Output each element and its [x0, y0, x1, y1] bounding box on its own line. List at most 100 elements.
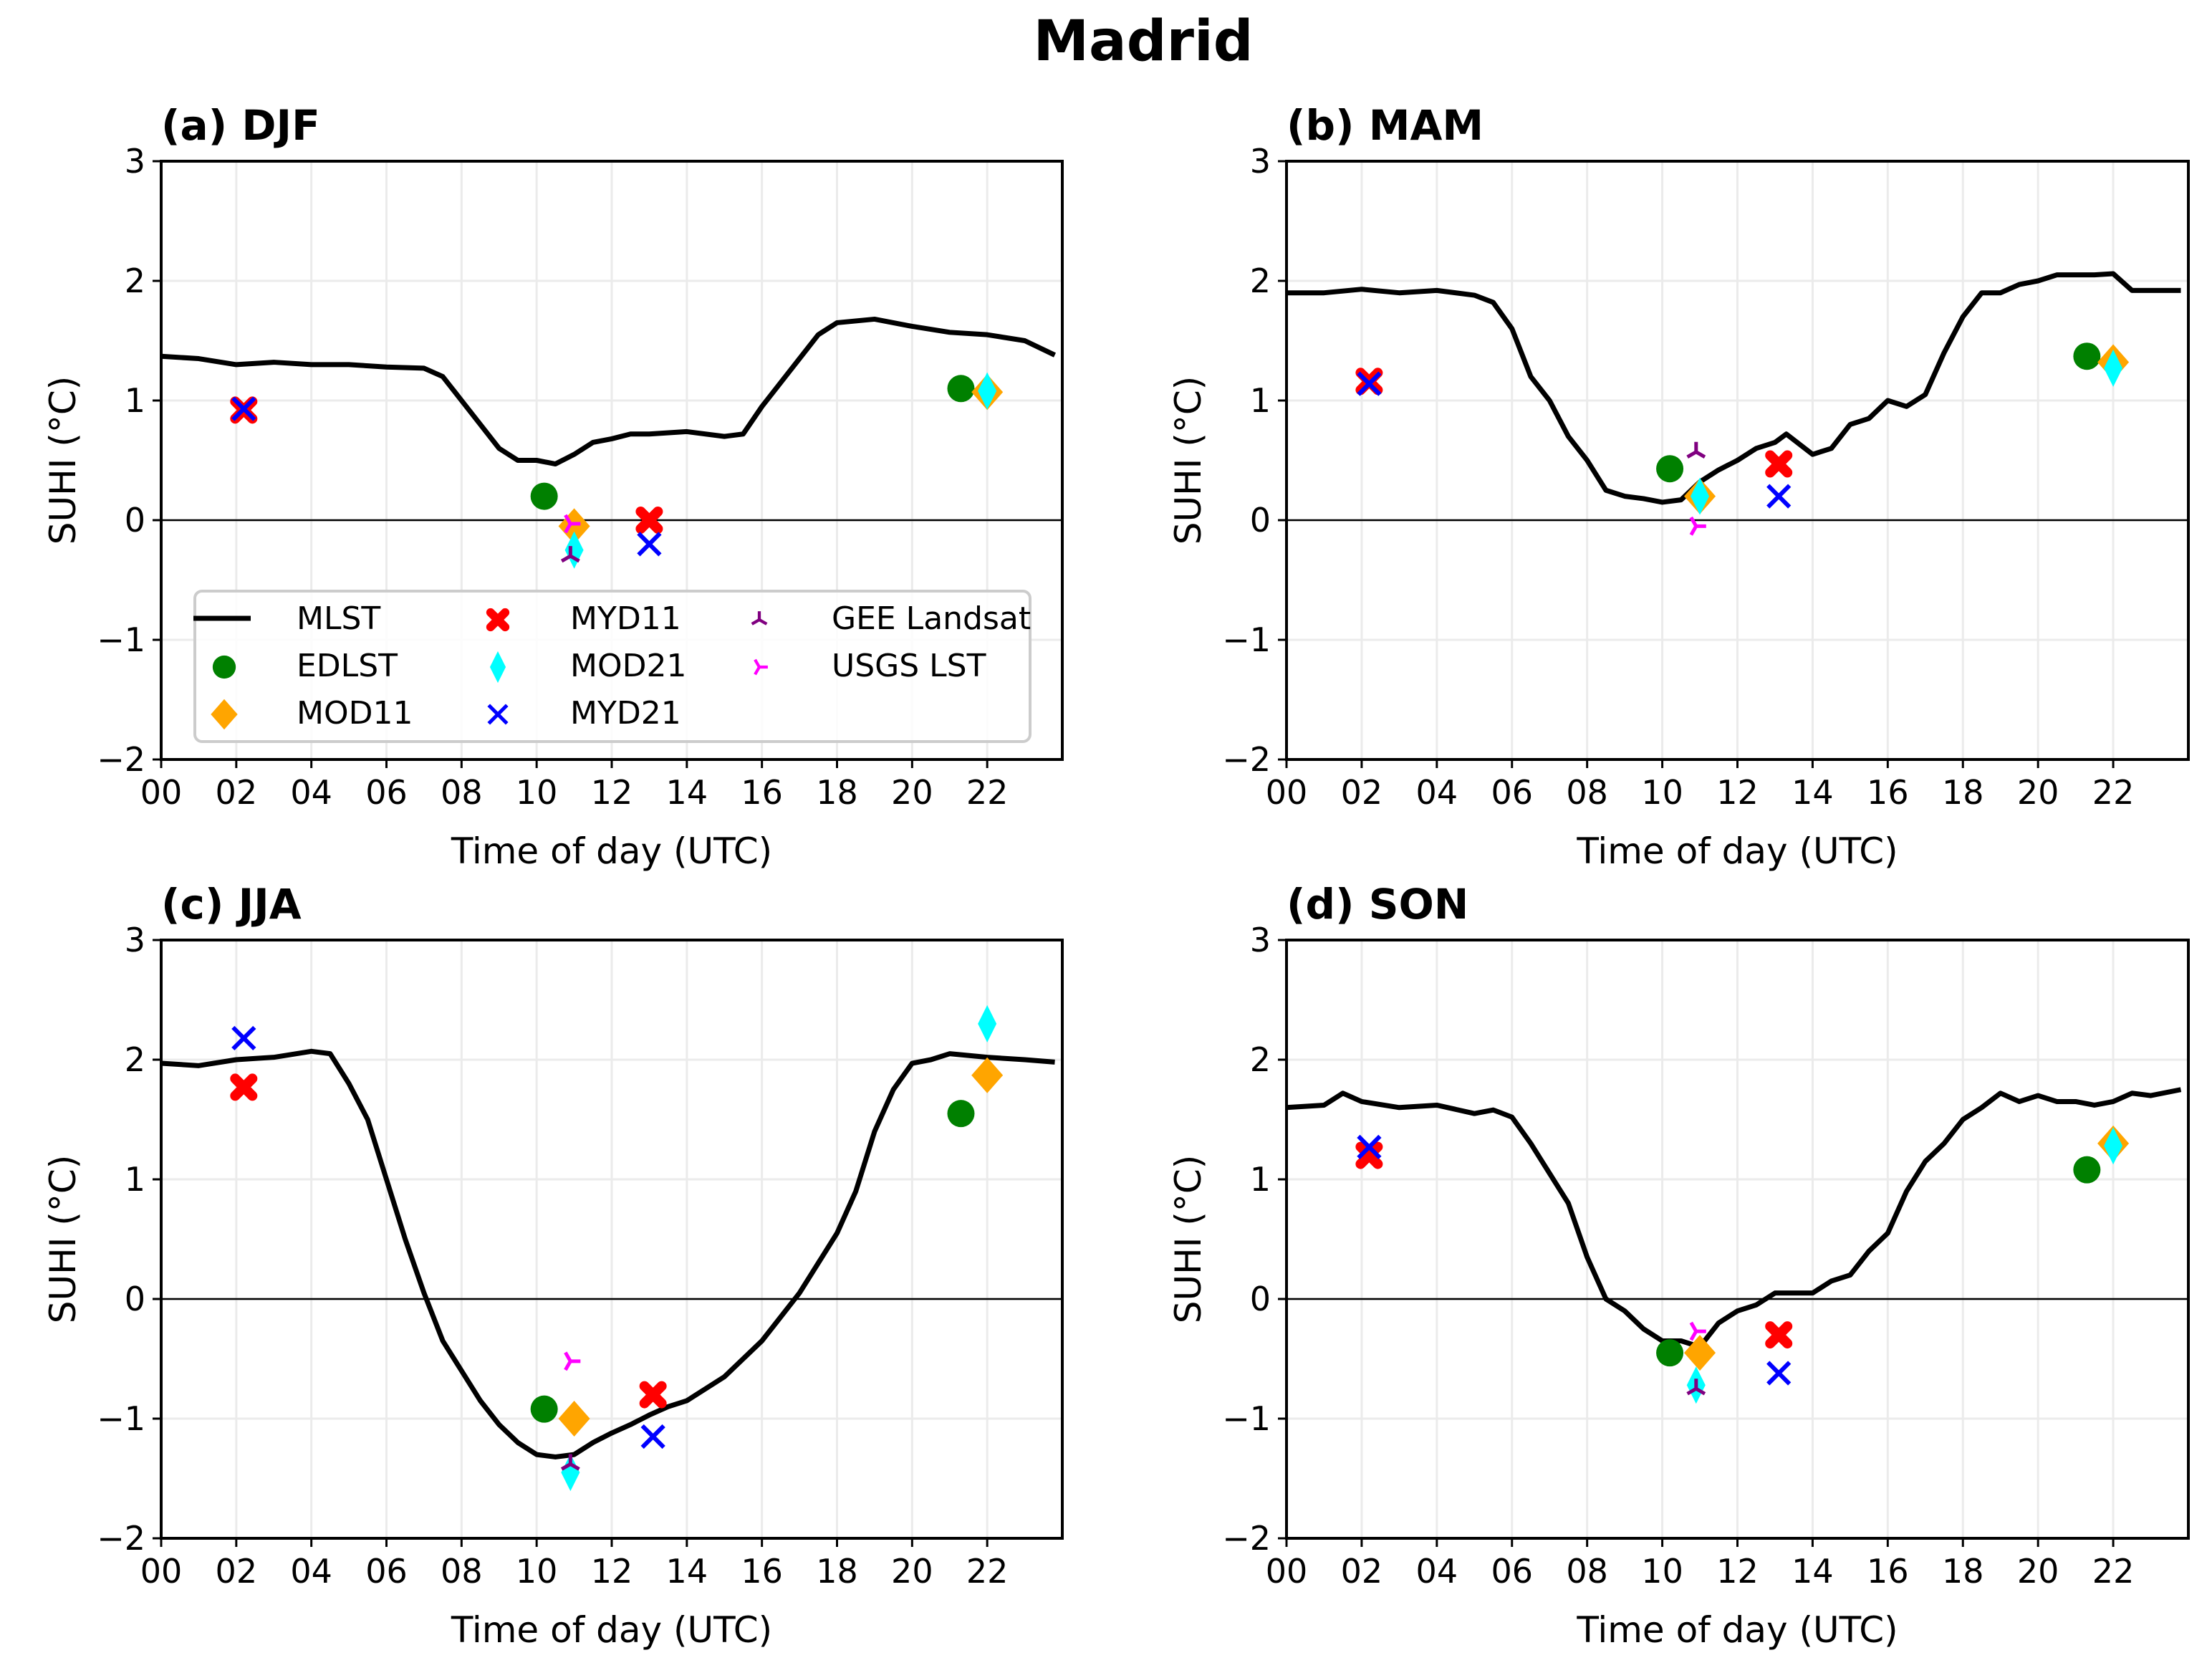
legend-label: MYD11 — [570, 600, 681, 637]
point-usgs-lst — [564, 1351, 581, 1371]
point-mod21 — [978, 1005, 997, 1042]
x-tick-label: 02 — [1341, 1552, 1383, 1591]
legend-label: MYD21 — [570, 695, 681, 732]
x-tick-label: 04 — [290, 773, 332, 812]
figure-title: Madrid — [1033, 9, 1253, 74]
y-tick-label: 1 — [125, 381, 145, 420]
legend-marker-icon — [212, 655, 236, 679]
x-tick-label: 18 — [816, 773, 858, 812]
y-tick-label: 1 — [1250, 381, 1271, 420]
y-tick-label: −1 — [1222, 620, 1271, 659]
point-myd21-stroke — [1766, 484, 1792, 509]
point-mod11 — [558, 1401, 590, 1437]
x-tick-label: 00 — [140, 773, 183, 812]
x-tick-label: 06 — [365, 773, 408, 812]
y-axis-label: SUHI (°C) — [42, 1155, 84, 1324]
x-tick-label: 20 — [2017, 1552, 2059, 1591]
point-usgs-lst — [1689, 1321, 1706, 1341]
legend-label: MOD11 — [297, 695, 413, 732]
point-gee-landsat — [1686, 1379, 1706, 1396]
point-myd11 — [1765, 1321, 1793, 1349]
y-tick-label: −2 — [97, 740, 145, 779]
point-edlst — [2073, 1156, 2101, 1184]
x-tick-label: 14 — [666, 773, 708, 812]
point-edlst — [947, 375, 975, 403]
point-myd11 — [1765, 450, 1793, 478]
point-mod21 — [2104, 1127, 2123, 1165]
y-tick-label: 2 — [1250, 262, 1271, 300]
point-mod21 — [2104, 349, 2123, 387]
x-tick-label: 22 — [2092, 773, 2135, 812]
point-edlst — [947, 1100, 975, 1128]
point-myd21 — [1357, 1134, 1382, 1160]
x-tick-label: 08 — [441, 773, 483, 812]
x-tick-label: 16 — [1867, 773, 1909, 812]
point-myd21 — [1766, 1361, 1792, 1386]
x-tick-label: 20 — [891, 773, 933, 812]
x-tick-label: 10 — [516, 1552, 558, 1591]
y-tick-label: 2 — [1250, 1040, 1271, 1079]
x-tick-label: 08 — [1566, 1552, 1608, 1591]
x-tick-label: 04 — [1416, 1552, 1458, 1591]
point-mod21 — [1691, 477, 1710, 515]
x-axis-label: Time of day (UTC) — [451, 1609, 772, 1651]
y-tick-label: −2 — [1222, 1519, 1271, 1558]
x-tick-label: 00 — [1266, 1552, 1308, 1591]
point-myd21-stroke — [1357, 371, 1382, 396]
x-tick-label: 04 — [1416, 773, 1458, 812]
y-tick-label: 0 — [1250, 501, 1271, 540]
x-tick-label: 10 — [1641, 1552, 1683, 1591]
x-tick-label: 12 — [1716, 773, 1759, 812]
point-gee-landsat — [560, 546, 580, 563]
point-mod21 — [978, 372, 997, 410]
point-myd21 — [1766, 484, 1792, 509]
point-myd21 — [640, 1424, 665, 1449]
point-edlst — [530, 482, 558, 510]
y-tick-label: −2 — [97, 1519, 145, 1558]
point-myd21 — [1357, 371, 1382, 396]
mlst-line — [160, 1048, 1055, 1459]
x-tick-label: 12 — [591, 773, 633, 812]
x-tick-label: 10 — [516, 773, 558, 812]
x-axis-label: Time of day (UTC) — [451, 830, 772, 872]
x-tick-label: 20 — [891, 1552, 933, 1591]
point-myd11 — [635, 507, 663, 534]
x-axis-label: Time of day (UTC) — [1576, 830, 1898, 872]
y-tick-label: −1 — [97, 620, 145, 659]
panel-title: (c) JJA — [161, 880, 302, 929]
y-tick-label: 1 — [1250, 1160, 1271, 1199]
x-tick-label: 22 — [966, 1552, 1009, 1591]
point-mod11 — [1684, 1335, 1716, 1371]
legend-marker-icon-stroke — [487, 704, 509, 725]
panel-title: (a) DJF — [161, 101, 320, 150]
x-tick-label: 04 — [290, 1552, 332, 1591]
y-axis-label: SUHI (°C) — [1168, 376, 1209, 545]
x-tick-label: 14 — [1792, 773, 1834, 812]
y-tick-label: 1 — [125, 1160, 145, 1199]
legend-box — [193, 590, 1032, 743]
y-tick-label: 0 — [125, 1280, 145, 1318]
x-tick-label: 00 — [1266, 773, 1308, 812]
x-tick-label: 02 — [216, 773, 258, 812]
point-myd11-stroke — [1765, 1321, 1793, 1349]
x-tick-label: 02 — [216, 1552, 258, 1591]
panel-title: (d) SON — [1287, 880, 1468, 929]
legend-label: MOD21 — [570, 648, 686, 684]
x-tick-label: 16 — [1867, 1552, 1909, 1591]
x-tick-label: 18 — [816, 1552, 858, 1591]
point-myd21-stroke — [637, 532, 662, 557]
mlst-line — [160, 316, 1057, 467]
legend: MLST EDLST MOD11 MYD11 MOD21 MYD21 GEE Landsat… — [193, 590, 1032, 743]
point-myd21-stroke — [1357, 1134, 1382, 1160]
point-edlst — [530, 1395, 558, 1423]
x-tick-label: 16 — [741, 773, 783, 812]
x-tick-label: 08 — [1566, 773, 1608, 812]
point-myd21-stroke — [1766, 1361, 1792, 1386]
x-tick-label: 06 — [365, 1552, 408, 1591]
point-myd11-stroke — [1355, 1141, 1383, 1169]
y-tick-label: 2 — [125, 262, 145, 300]
legend-label: USGS LST — [832, 648, 986, 684]
